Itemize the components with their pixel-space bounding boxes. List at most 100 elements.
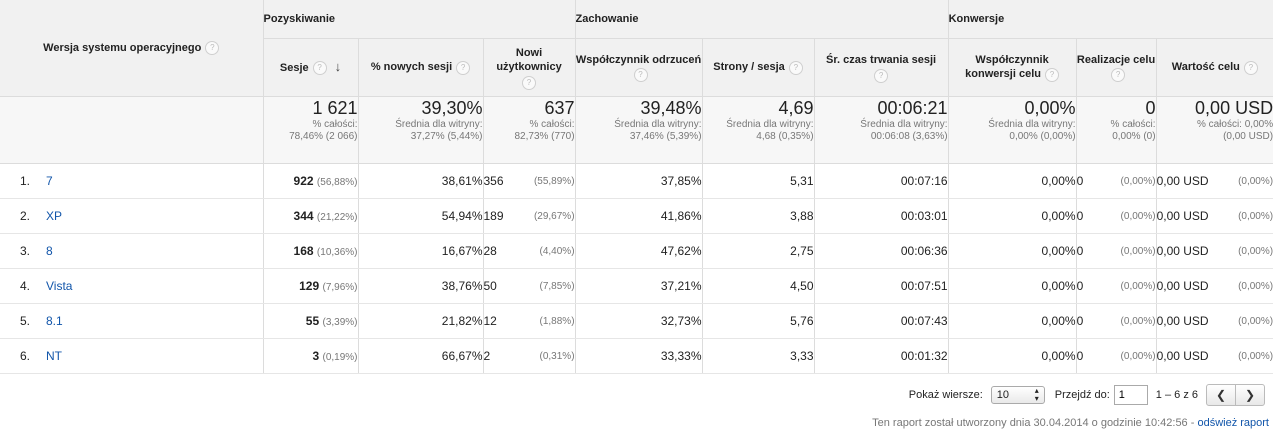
row-pages-per-session: 5,76 xyxy=(702,303,815,339)
row-new-sessions: 16,67% xyxy=(358,233,484,269)
help-icon[interactable]: ? xyxy=(874,68,889,83)
help-icon[interactable]: ? xyxy=(312,61,327,76)
totals-avg-duration: 00:06:21 Średnia dla witryny: 00:06:08 (3,… xyxy=(814,96,949,164)
os-version-link[interactable]: 8 xyxy=(46,244,53,258)
row-new-users: 12 (1,88%) xyxy=(483,303,576,339)
row-bounce-rate: 37,85% xyxy=(575,163,703,199)
row-goal-completions: 0 (0,00%) xyxy=(1076,268,1157,304)
row-pages-per-session: 4,50 xyxy=(702,268,815,304)
row-conv-rate: 0,00% xyxy=(948,163,1077,199)
row-dimension: 2. XP xyxy=(0,198,264,234)
row-new-sessions: 54,94% xyxy=(358,198,484,234)
dimension-header[interactable]: Wersja systemu operacyjnego? xyxy=(0,0,264,97)
os-version-link[interactable]: 8.1 xyxy=(46,314,63,328)
group-conversions: Konwersje xyxy=(948,0,1273,39)
row-goal-completions: 0 (0,00%) xyxy=(1076,233,1157,269)
row-avg-duration: 00:01:32 xyxy=(814,338,949,374)
row-dimension: 3. 8 xyxy=(0,233,264,269)
row-new-sessions: 21,82% xyxy=(358,303,484,339)
row-bounce-rate: 33,33% xyxy=(575,338,703,374)
help-icon[interactable]: ? xyxy=(1111,67,1126,82)
row-goal-completions: 0 (0,00%) xyxy=(1076,163,1157,199)
col-bounce-rate[interactable]: Współczynnik odrzuceń? xyxy=(575,38,703,97)
report-footer: Ten raport został utworzony dnia 30.04.2… xyxy=(872,417,1269,429)
col-avg-duration[interactable]: Śr. czas trwania sesji? xyxy=(814,38,949,97)
col-goal-completions[interactable]: Realizacje celu? xyxy=(1076,38,1157,97)
row-goal-value: 0,00 USD (0,00%) xyxy=(1156,198,1273,234)
col-new-users[interactable]: Nowi użytkownicy? xyxy=(483,38,576,97)
row-pages-per-session: 3,88 xyxy=(702,198,815,234)
row-conv-rate: 0,00% xyxy=(948,338,1077,374)
row-new-users: 50 (7,85%) xyxy=(483,268,576,304)
rows-per-page-select[interactable]: 10 ▴ ▾ xyxy=(990,386,1045,404)
goto-page-input[interactable] xyxy=(1113,385,1148,405)
row-goal-completions: 0 (0,00%) xyxy=(1076,198,1157,234)
row-avg-duration: 00:03:01 xyxy=(814,198,949,234)
page-range: 1 – 6 z 6 xyxy=(1155,389,1198,401)
os-version-link[interactable]: 7 xyxy=(46,174,53,188)
totals-goal-completions: 0% całości: 0,00% (0) xyxy=(1076,96,1157,164)
help-icon[interactable]: ? xyxy=(1044,67,1059,82)
chevron-left-icon[interactable]: ❮ xyxy=(1215,388,1227,402)
row-bounce-rate: 47,62% xyxy=(575,233,703,269)
col-pages-per-session[interactable]: Strony / sesja? xyxy=(702,38,815,97)
table-row: 6. NT 3 (0,19%) 66,67% 2 (0,31%) 33,33% 3,… xyxy=(0,338,1273,374)
row-pages-per-session: 5,31 xyxy=(702,163,815,199)
table-row: 5. 8.1 55 (3,39%) 21,82% 12 (1,88%) 32,73%… xyxy=(0,303,1273,339)
help-icon[interactable]: ? xyxy=(633,67,648,82)
sort-desc-arrow-icon[interactable]: ↓ xyxy=(334,58,342,74)
table-row: 3. 8 168 (10,36%) 16,67% 28 (4,40%) 47,62%… xyxy=(0,233,1273,269)
table-row: 2. XP 344 (21,22%) 54,94% 189 (29,67%) 41,… xyxy=(0,198,1273,234)
row-avg-duration: 00:07:51 xyxy=(814,268,949,304)
report-table: Wersja systemu operacyjnego? Pozyskiwani… xyxy=(0,0,1273,374)
os-version-link[interactable]: Vista xyxy=(46,279,73,293)
row-goal-value: 0,00 USD (0,00%) xyxy=(1156,303,1273,339)
totals-pages-per-session: 4,69 Średnia dla witryny: 4,68 (0,35%) xyxy=(702,96,815,164)
col-sessions[interactable]: Sesje? ↓ xyxy=(263,38,359,97)
row-goal-completions: 0 (0,00%) xyxy=(1076,303,1157,339)
row-sessions: 344 (21,22%) xyxy=(263,198,359,234)
totals-new-users: 637% całości: 82,73% (770) xyxy=(483,96,576,164)
row-new-sessions: 38,76% xyxy=(358,268,484,304)
totals-dimension xyxy=(0,96,264,164)
totals-sessions: 1 621% całości: 78,46% (2 066) xyxy=(263,96,359,164)
select-arrows-icon: ▴ ▾ xyxy=(1034,386,1039,403)
page-nav: ❮ ❯ xyxy=(1206,384,1265,406)
os-version-link[interactable]: NT xyxy=(46,349,62,363)
row-dimension: 6. NT xyxy=(0,338,264,374)
row-sessions: 168 (10,36%) xyxy=(263,233,359,269)
row-new-sessions: 38,61% xyxy=(358,163,484,199)
row-goal-value: 0,00 USD (0,00%) xyxy=(1156,338,1273,374)
help-icon[interactable]: ? xyxy=(1243,60,1258,75)
refresh-report-link[interactable]: odśwież raport xyxy=(1197,417,1269,429)
row-dimension: 4. Vista xyxy=(0,268,264,304)
row-bounce-rate: 37,21% xyxy=(575,268,703,304)
row-new-sessions: 66,67% xyxy=(358,338,484,374)
row-dimension: 5. 8.1 xyxy=(0,303,264,339)
row-new-users: 356 (55,89%) xyxy=(483,163,576,199)
goto-label: Przejdź do: xyxy=(1054,389,1110,401)
chevron-right-icon[interactable]: ❯ xyxy=(1235,385,1264,405)
row-new-users: 28 (4,40%) xyxy=(483,233,576,269)
totals-new-sessions: 39,30% Średnia dla witryny: 37,27% (5,44%) xyxy=(358,96,484,164)
help-icon[interactable]: ? xyxy=(522,75,537,90)
help-icon[interactable]: ? xyxy=(456,60,471,75)
group-behavior: Zachowanie xyxy=(575,0,949,39)
pagination: Pokaż wiersze: 10 ▴▾ Przejdź do: 1 – 6 z… xyxy=(909,384,1265,406)
col-goal-value[interactable]: Wartość celu? xyxy=(1156,38,1273,97)
help-icon[interactable]: ? xyxy=(788,60,803,75)
row-new-users: 189 (29,67%) xyxy=(483,198,576,234)
row-goal-value: 0,00 USD (0,00%) xyxy=(1156,163,1273,199)
col-conv-rate[interactable]: Współczynnik konwersji celu? xyxy=(948,38,1077,97)
os-version-link[interactable]: XP xyxy=(46,209,63,223)
col-new-sessions[interactable]: % nowych sesji? xyxy=(358,38,484,97)
row-dimension: 1. 7 xyxy=(0,163,264,199)
help-icon[interactable]: ? xyxy=(205,41,220,55)
row-avg-duration: 00:07:43 xyxy=(814,303,949,339)
row-avg-duration: 00:07:16 xyxy=(814,163,949,199)
row-goal-completions: 0 (0,00%) xyxy=(1076,338,1157,374)
row-sessions: 129 (7,96%) xyxy=(263,268,359,304)
row-bounce-rate: 32,73% xyxy=(575,303,703,339)
row-goal-value: 0,00 USD (0,00%) xyxy=(1156,233,1273,269)
row-goal-value: 0,00 USD (0,00%) xyxy=(1156,268,1273,304)
